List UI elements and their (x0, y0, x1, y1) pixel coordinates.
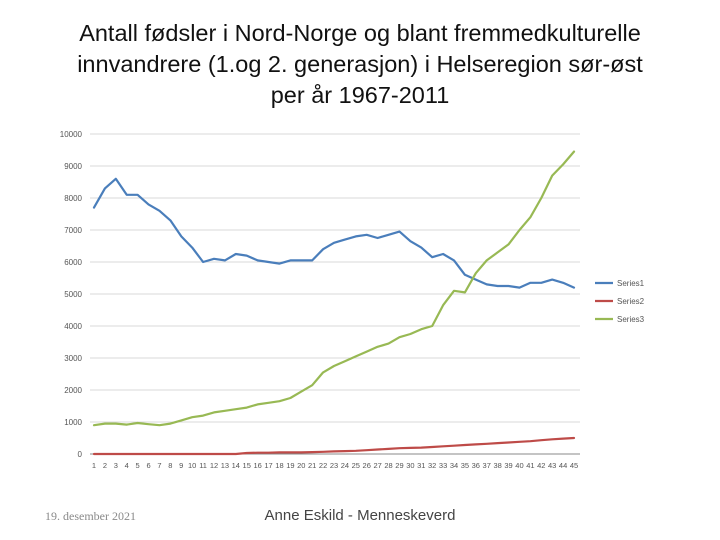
x-tick-label-26: 26 (363, 461, 371, 470)
x-tick-label-37: 37 (483, 461, 491, 470)
x-tick-label-34: 34 (450, 461, 458, 470)
x-tick-label-1: 1 (92, 461, 96, 470)
x-tick-label-13: 13 (221, 461, 229, 470)
y-tick-label-0: 0 (78, 450, 83, 459)
x-tick-label-4: 4 (125, 461, 129, 470)
legend-label-3: Series3 (617, 315, 645, 324)
x-tick-label-7: 7 (157, 461, 161, 470)
x-tick-label-24: 24 (341, 461, 349, 470)
x-tick-label-43: 43 (548, 461, 556, 470)
chart-title-line-1: Antall fødsler i Nord-Norge og blant fre… (79, 20, 641, 46)
x-tick-label-36: 36 (472, 461, 480, 470)
y-tick-label-8000: 8000 (64, 194, 82, 203)
x-tick-label-31: 31 (417, 461, 425, 470)
x-tick-label-22: 22 (319, 461, 327, 470)
x-tick-label-10: 10 (188, 461, 196, 470)
x-tick-label-32: 32 (428, 461, 436, 470)
x-tick-label-21: 21 (308, 461, 316, 470)
series-line-3 (92, 150, 576, 427)
chart-title-line-2: innvandrere (1.og 2. generasjon) i Helse… (77, 51, 643, 77)
y-tick-label-3000: 3000 (64, 354, 82, 363)
x-tick-label-39: 39 (504, 461, 512, 470)
x-tick-label-30: 30 (406, 461, 414, 470)
x-tick-label-40: 40 (515, 461, 523, 470)
x-tick-label-17: 17 (264, 461, 272, 470)
y-tick-label-5000: 5000 (64, 290, 82, 299)
series-line-2 (92, 436, 576, 456)
x-tick-label-2: 2 (103, 461, 107, 470)
x-tick-label-27: 27 (373, 461, 381, 470)
x-tick-label-20: 20 (297, 461, 305, 470)
x-tick-label-25: 25 (352, 461, 360, 470)
y-tick-label-4000: 4000 (64, 322, 82, 331)
x-tick-label-6: 6 (146, 461, 150, 470)
x-tick-label-45: 45 (570, 461, 578, 470)
x-tick-label-9: 9 (179, 461, 183, 470)
x-tick-label-38: 38 (493, 461, 501, 470)
x-tick-label-35: 35 (461, 461, 469, 470)
x-tick-label-12: 12 (210, 461, 218, 470)
y-tick-label-2000: 2000 (64, 386, 82, 395)
footer-date: 19. desember 2021 (45, 509, 136, 523)
legend-label-2: Series2 (617, 297, 645, 306)
x-tick-label-15: 15 (243, 461, 251, 470)
x-tick-label-23: 23 (330, 461, 338, 470)
series-line-1 (92, 177, 576, 289)
x-tick-label-18: 18 (275, 461, 283, 470)
x-tick-label-14: 14 (232, 461, 240, 470)
x-tick-label-5: 5 (136, 461, 140, 470)
x-tick-label-44: 44 (559, 461, 567, 470)
x-tick-label-41: 41 (526, 461, 534, 470)
x-tick-label-33: 33 (439, 461, 447, 470)
y-tick-label-9000: 9000 (64, 162, 82, 171)
x-tick-label-11: 11 (199, 461, 207, 470)
x-tick-label-19: 19 (286, 461, 294, 470)
y-tick-label-1000: 1000 (64, 418, 82, 427)
x-tick-label-3: 3 (114, 461, 118, 470)
legend-label-1: Series1 (617, 279, 645, 288)
y-tick-label-6000: 6000 (64, 258, 82, 267)
chart-title: Antall fødsler i Nord-Norge og blant fre… (20, 18, 700, 111)
chart-title-line-3: per år 1967-2011 (270, 82, 450, 108)
x-tick-label-29: 29 (395, 461, 403, 470)
x-tick-label-42: 42 (537, 461, 545, 470)
x-tick-label-28: 28 (384, 461, 392, 470)
x-tick-label-8: 8 (168, 461, 172, 470)
y-tick-label-10000: 10000 (60, 130, 83, 139)
footer-author: Anne Eskild - Menneskeverd (264, 507, 456, 524)
x-tick-label-16: 16 (253, 461, 261, 470)
y-tick-label-7000: 7000 (64, 226, 82, 235)
